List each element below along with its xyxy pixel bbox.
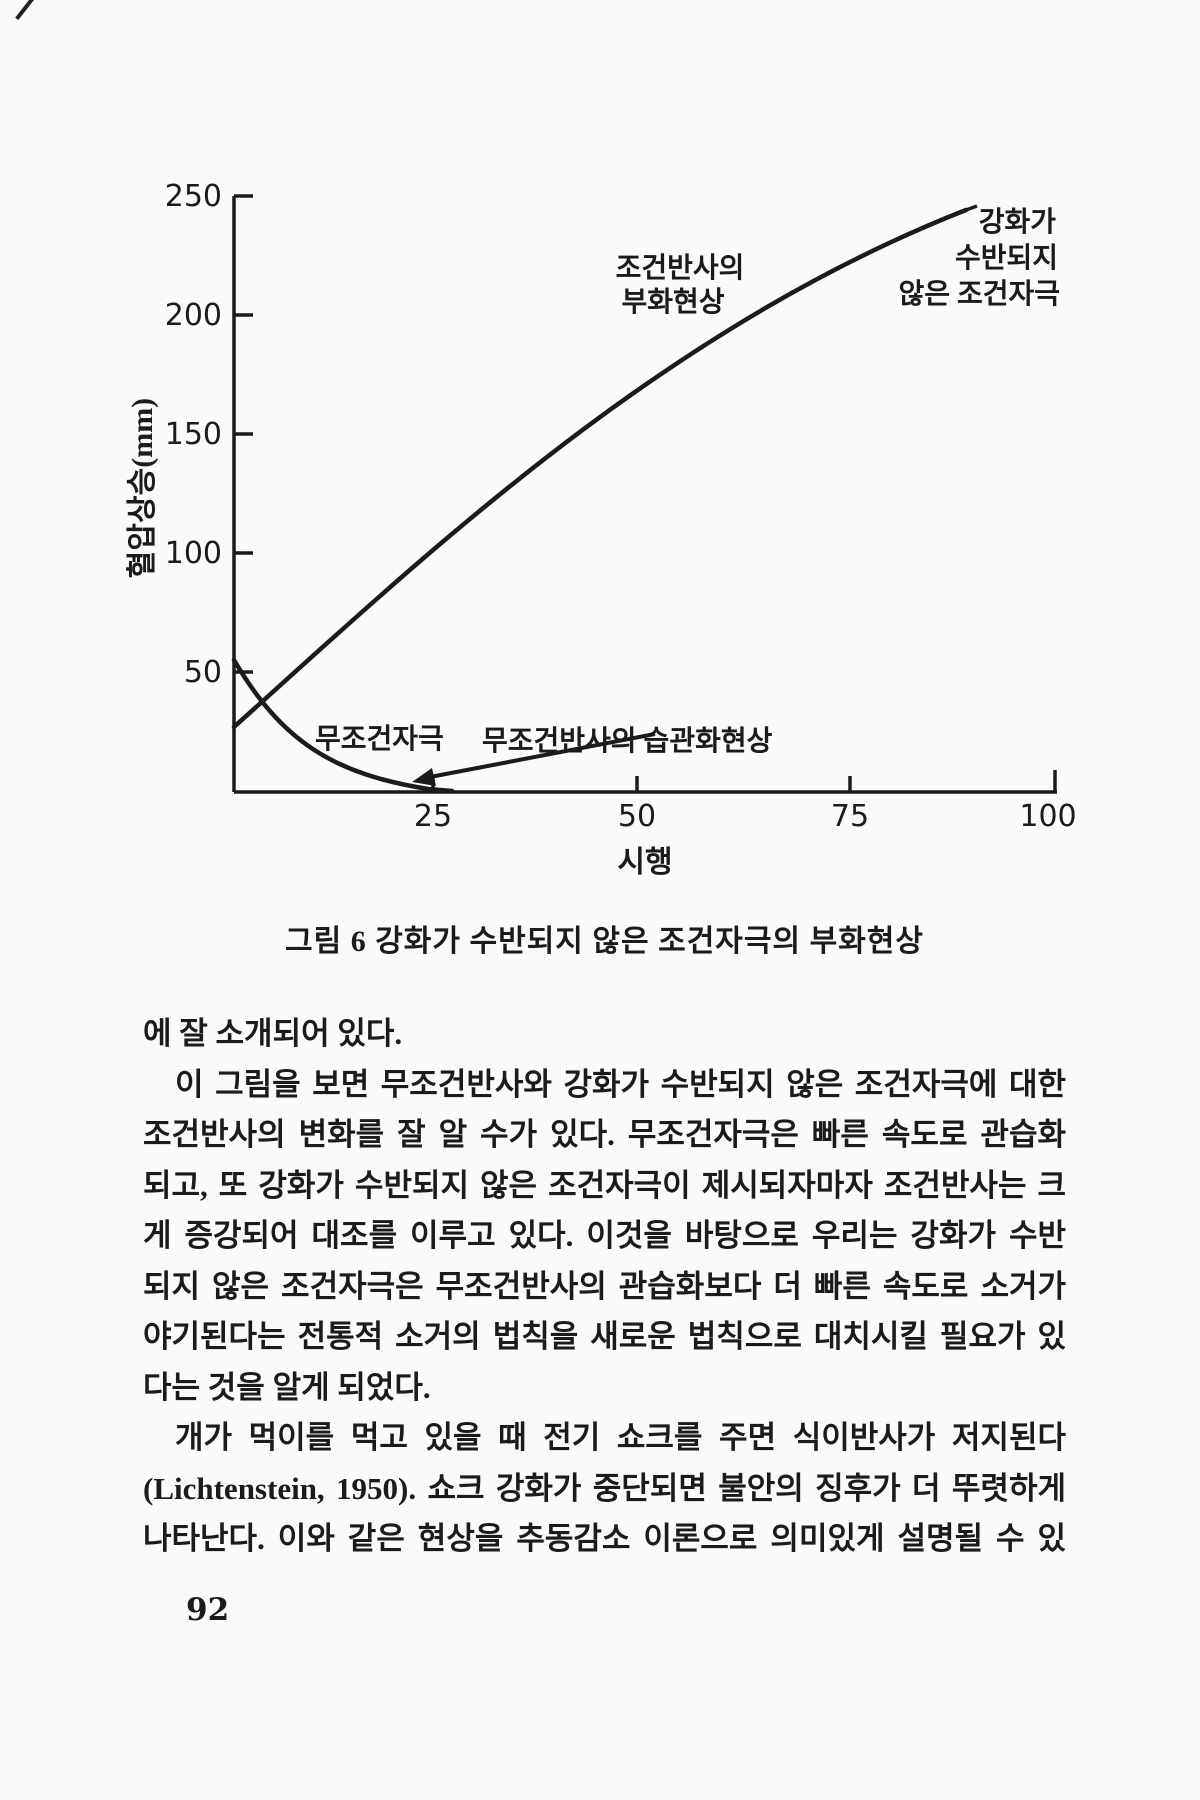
unreinforced-label-line1: 강화가 bbox=[979, 206, 1057, 238]
habituation-label: 무조건반사의 습관화현상 bbox=[482, 725, 773, 757]
y-tick-150: 150 bbox=[165, 417, 222, 452]
habituation-arrow bbox=[412, 732, 656, 786]
x-tick-25: 25 bbox=[414, 799, 452, 834]
body-line: 나타난다. 이와 같은 현상을 추동감소 이론으로 의미있게 설명될 수 있 bbox=[143, 1521, 1066, 1556]
figure-caption: 그림 6 강화가 수반되지 않은 조건자극의 부화현상 bbox=[285, 925, 924, 958]
figure-chart: 250 200 150 100 50 25 50 75 100 혈압상승(mm)… bbox=[126, 179, 1077, 879]
y-tick-100: 100 bbox=[165, 536, 222, 571]
habituation-curve bbox=[231, 657, 455, 794]
incubation-label-line2: 부화현상 bbox=[621, 286, 724, 318]
body-line: 조건반사의 변화를 잘 알 수가 있다. 무조건자극은 빠른 속도로 관습화 bbox=[143, 1117, 1066, 1152]
y-tick-marks bbox=[234, 194, 253, 674]
body-text: 에 잘 소개되어 있다. 이 그림을 보면 무조건반사와 강화가 수반되지 않은… bbox=[143, 1009, 1066, 1565]
body-line: (Lichtenstein, 1950). 쇼크 강화가 중단되면 불안의 징후… bbox=[143, 1470, 1066, 1506]
body-line: 다는 것을 알게 되었다. bbox=[143, 1369, 431, 1405]
y-axis-title: 혈압상승(mm) bbox=[126, 398, 159, 578]
y-tick-50: 50 bbox=[184, 655, 222, 690]
unreinforced-label-line2: 수반되지 bbox=[955, 242, 1058, 274]
body-line: 이 그림을 보면 무조건반사와 강화가 수반되지 않은 조건자극에 대한 bbox=[175, 1066, 1066, 1102]
body-line: 게 증강되어 대조를 이루고 있다. 이것을 바탕으로 우리는 강화가 수반 bbox=[143, 1218, 1066, 1253]
x-tick-50: 50 bbox=[618, 799, 656, 834]
x-tick-75: 75 bbox=[831, 799, 869, 834]
x-tick-100: 100 bbox=[1019, 799, 1076, 834]
incubation-curve-tip bbox=[965, 204, 978, 212]
x-axis-title: 시행 bbox=[617, 846, 672, 879]
body-line: 되고, 또 강화가 수반되지 않은 조건자극이 제시되자마자 조건반사는 크 bbox=[143, 1167, 1066, 1203]
page-number: 92 bbox=[186, 1592, 230, 1628]
y-tick-250: 250 bbox=[165, 179, 222, 214]
incubation-curve bbox=[231, 207, 969, 730]
body-line: 에 잘 소개되어 있다. bbox=[143, 1016, 403, 1051]
ucs-label: 무조건자극 bbox=[315, 723, 444, 755]
body-line: 되지 않은 조건자극은 무조건반사의 관습화보다 더 빠른 속도로 소거가 bbox=[143, 1268, 1066, 1304]
body-line: 야기된다는 전통적 소거의 법칙을 새로운 법칙으로 대치시킬 필요가 있 bbox=[143, 1319, 1066, 1354]
incubation-label-line1: 조건반사의 bbox=[616, 252, 745, 284]
body-line: 개가 먹이를 먹고 있을 때 전기 쇼크를 주면 식이반사가 저지된다 bbox=[175, 1420, 1066, 1455]
y-tick-200: 200 bbox=[165, 298, 222, 333]
unreinforced-label-line3: 않은 조건자극 bbox=[898, 278, 1060, 310]
x-tick-marks bbox=[431, 770, 1057, 792]
